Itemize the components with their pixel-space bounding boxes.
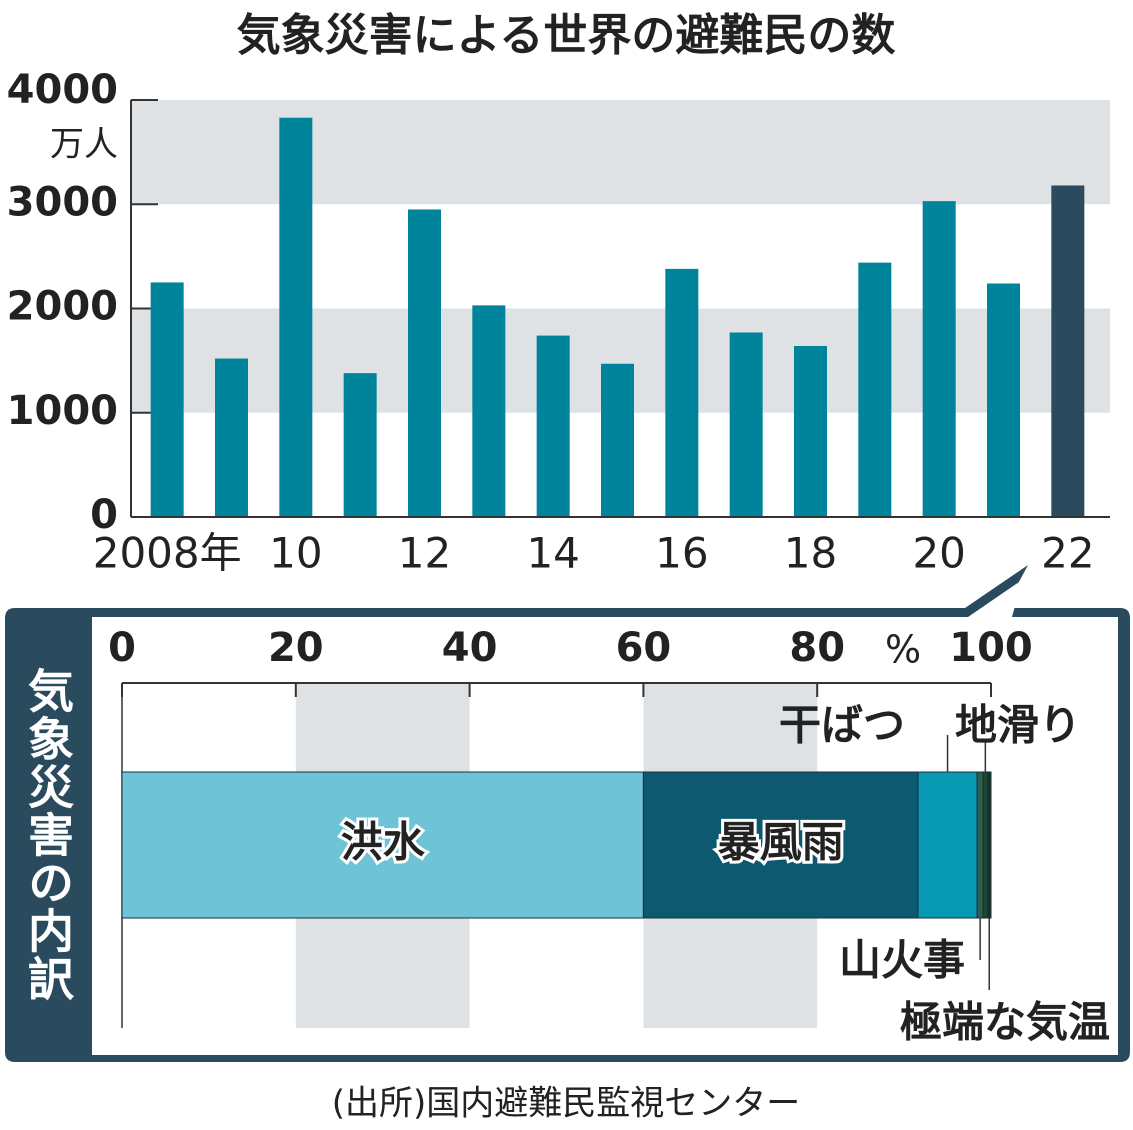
chart-title: 気象災害による世界の避難民の数 <box>237 10 896 61</box>
x-tick-label: 22 <box>1041 529 1094 578</box>
x-tick-label: 12 <box>398 529 451 578</box>
x-tick-label: 100 <box>949 625 1033 671</box>
x-tick-label: 20 <box>912 529 965 578</box>
x-tick-label: 10 <box>269 529 322 578</box>
bar-segment <box>121 771 644 919</box>
bar <box>472 305 506 517</box>
x-tick-label: 14 <box>526 529 579 578</box>
segment-label: 洪水 <box>341 818 426 867</box>
segment-label: 干ばつ <box>779 701 905 750</box>
x-tick-label: 80 <box>789 625 845 671</box>
y-tick-label: 4000 <box>7 67 118 113</box>
bar <box>665 268 699 517</box>
x-tick-label: 40 <box>442 625 498 671</box>
bar <box>279 117 313 517</box>
bar-segment <box>987 771 992 919</box>
bar <box>343 373 377 517</box>
x-tick-label: 0 <box>108 625 136 671</box>
x-tick-label: 2008年 <box>93 529 242 578</box>
bar <box>858 262 892 517</box>
bar <box>794 346 827 517</box>
x-tick-label: 20 <box>268 625 324 671</box>
bar <box>150 282 184 517</box>
y-tick-label: 3000 <box>7 179 118 225</box>
bar <box>536 335 570 517</box>
y-unit: 万人 <box>50 125 118 165</box>
y-tick-label: 1000 <box>7 388 118 434</box>
y-tick-label: 0 <box>90 492 118 538</box>
segment-label: 極端な気温 <box>900 998 1110 1047</box>
x-unit: % <box>885 628 921 672</box>
bar-segment <box>982 771 989 919</box>
bar <box>1051 185 1085 518</box>
bar-segment <box>642 771 919 919</box>
segment-label: 地滑り <box>955 701 1081 750</box>
bar <box>601 363 634 517</box>
bar <box>408 209 441 517</box>
bar <box>215 358 248 517</box>
segment-label: 山火事 <box>839 936 965 985</box>
bar-segment <box>976 771 984 919</box>
x-tick-label: 18 <box>784 529 837 578</box>
source: (出所)国内避難民監視センター <box>332 1084 801 1124</box>
bar-segment <box>917 771 978 919</box>
segment-label: 暴風雨 <box>718 818 844 867</box>
bar <box>987 283 1020 517</box>
x-tick-label: 16 <box>655 529 708 578</box>
y-tick-label: 2000 <box>7 284 118 330</box>
x-tick-label: 60 <box>616 625 672 671</box>
bar <box>729 332 763 517</box>
bar <box>922 201 956 517</box>
grid-band <box>131 100 1110 205</box>
panel-title: 気象災害の内訳 <box>21 667 75 1003</box>
